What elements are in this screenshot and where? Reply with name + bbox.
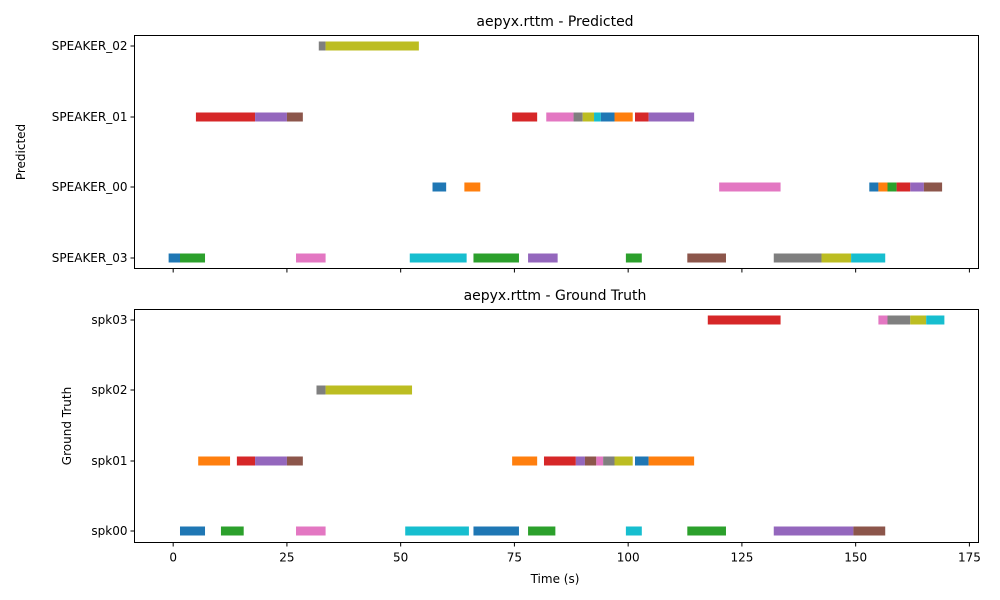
ground-truth-segment	[528, 526, 556, 536]
ground-truth-segment	[887, 315, 911, 325]
predicted-segment	[318, 41, 326, 51]
ground-truth-x-tick-label: 125	[730, 551, 753, 565]
ground-truth-panel: aepyx.rttm - Ground Truth Ground Truth T…	[60, 288, 981, 586]
predicted-y-tick-label: SPEAKER_03	[52, 251, 128, 265]
ground-truth-x-tick-label: 175	[958, 551, 981, 565]
ground-truth-segment	[286, 456, 303, 466]
ground-truth-segment	[603, 456, 615, 466]
ground-truth-segment	[473, 526, 519, 536]
predicted-segment	[634, 112, 649, 122]
predicted-segment	[168, 253, 180, 263]
ground-truth-segment	[296, 526, 326, 536]
predicted-plot-area: SPEAKER_03 SPEAKER_00 SPEAKER_01 SPEAKER_02	[52, 39, 970, 273]
predicted-segment	[896, 182, 911, 192]
predicted-segment	[687, 253, 726, 263]
ground-truth-segment	[634, 456, 649, 466]
ground-truth-x-tick-label: 25	[279, 551, 294, 565]
predicted-segment	[887, 182, 897, 192]
ground-truth-y-tick-label: spk00	[91, 524, 127, 538]
ground-truth-segment	[325, 385, 413, 395]
ground-truth-segment	[614, 456, 633, 466]
predicted-segment	[719, 182, 781, 192]
predicted-segment	[432, 182, 447, 192]
ground-truth-segment	[596, 456, 604, 466]
ground-truth-y-tick-label: spk03	[91, 313, 127, 327]
predicted-title: aepyx.rttm - Predicted	[476, 14, 633, 30]
ground-truth-segment	[878, 315, 888, 325]
ground-truth-segment	[255, 456, 287, 466]
ground-truth-segment	[316, 385, 326, 395]
predicted-segment	[325, 41, 419, 51]
predicted-segment	[582, 112, 595, 122]
predicted-y-axis-label: Predicted	[14, 124, 28, 180]
predicted-segment	[821, 253, 852, 263]
ground-truth-segment	[575, 456, 585, 466]
predicted-segment	[910, 182, 924, 192]
predicted-panel: aepyx.rttm - Predicted Predicted SPEAKER…	[14, 14, 979, 273]
ground-truth-x-tick-label: 50	[393, 551, 408, 565]
predicted-segment	[573, 112, 583, 122]
predicted-segment	[869, 182, 879, 192]
ground-truth-x-tick-label: 0	[169, 551, 177, 565]
predicted-segment	[195, 112, 256, 122]
predicted-segment	[851, 253, 886, 263]
predicted-segment	[648, 112, 695, 122]
ground-truth-segment	[625, 526, 642, 536]
ground-truth-axes-frame	[134, 309, 979, 543]
ground-truth-segment	[198, 456, 231, 466]
ground-truth-x-tick-label: 150	[844, 551, 867, 565]
ground-truth-segment	[584, 456, 597, 466]
ground-truth-segment	[648, 456, 695, 466]
predicted-segment	[600, 112, 615, 122]
predicted-axes-frame	[134, 35, 979, 269]
predicted-segment	[473, 253, 519, 263]
ground-truth-segment	[707, 315, 781, 325]
predicted-segment	[594, 112, 601, 122]
ground-truth-segment	[236, 456, 256, 466]
ground-truth-y-tick-label: spk02	[91, 383, 127, 397]
predicted-segment	[286, 112, 303, 122]
predicted-segment	[923, 182, 943, 192]
ground-truth-x-tick-label: 100	[617, 551, 640, 565]
ground-truth-segment	[910, 315, 927, 325]
ground-truth-segment	[179, 526, 206, 536]
predicted-segment	[409, 253, 467, 263]
predicted-segment	[625, 253, 642, 263]
predicted-segment	[614, 112, 633, 122]
predicted-segment	[878, 182, 888, 192]
ground-truth-segment	[926, 315, 945, 325]
predicted-segment	[179, 253, 206, 263]
predicted-y-tick-label: SPEAKER_01	[52, 110, 128, 124]
ground-truth-segment	[773, 526, 854, 536]
predicted-segment	[546, 112, 574, 122]
predicted-segment	[464, 182, 481, 192]
ground-truth-y-tick-label: spk01	[91, 454, 127, 468]
predicted-segment	[528, 253, 558, 263]
ground-truth-segment	[512, 456, 538, 466]
ground-truth-plot-area: spk00 spk01 spk02 spk03 0 25 50 75 100 125 150 175	[91, 313, 980, 565]
ground-truth-y-axis-label: Ground Truth	[60, 387, 74, 465]
predicted-segment	[255, 112, 287, 122]
predicted-segment	[296, 253, 326, 263]
ground-truth-title: aepyx.rttm - Ground Truth	[464, 288, 647, 304]
predicted-segment	[773, 253, 822, 263]
ground-truth-segment	[220, 526, 244, 536]
ground-truth-segment	[853, 526, 886, 536]
x-axis-label: Time (s)	[530, 572, 580, 586]
predicted-segment	[512, 112, 538, 122]
ground-truth-segment	[687, 526, 726, 536]
predicted-y-tick-label: SPEAKER_00	[52, 180, 128, 194]
ground-truth-segment	[543, 456, 576, 466]
ground-truth-segment	[405, 526, 469, 536]
ground-truth-x-tick-label: 75	[507, 551, 522, 565]
predicted-y-tick-label: SPEAKER_02	[52, 39, 128, 53]
